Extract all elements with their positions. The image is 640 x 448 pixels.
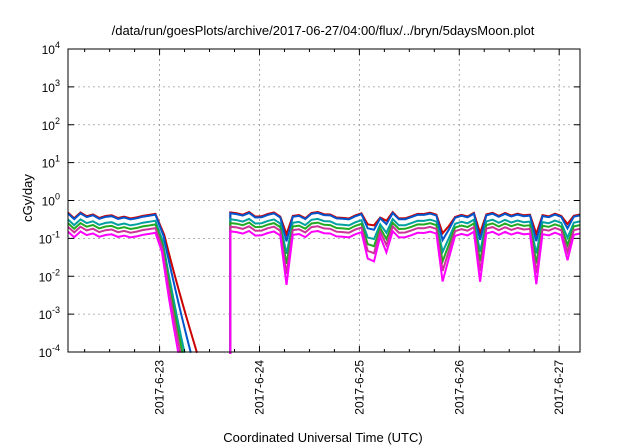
y-tick-label: 10-2: [39, 267, 60, 284]
series-line: [67, 221, 184, 354]
chart-title: /data/run/goesPlots/archive/2017-06-27/0…: [112, 23, 535, 38]
series-line: [229, 229, 581, 354]
y-tick-label: 10-3: [39, 305, 60, 322]
y-tick-label: 102: [42, 116, 60, 133]
series-line: [67, 230, 180, 353]
y-tick-label: 103: [42, 78, 60, 95]
x-tick-label: 2017-6-23: [153, 360, 167, 415]
axes: 10-4 10-3 10-2 10-1 100 101 102 103 104 2017-6-23…: [39, 40, 581, 415]
x-tick-label: 2017-6-24: [252, 360, 266, 415]
series-line: [67, 225, 182, 353]
y-tick-label: 100: [42, 192, 60, 209]
series-line: [229, 217, 581, 354]
y-tick-label: 104: [42, 40, 60, 57]
x-tick-label: 2017-6-27: [552, 360, 566, 415]
series-group: [67, 210, 581, 354]
y-tick-label: 10-1: [39, 229, 60, 246]
series-line: [229, 224, 581, 354]
y-axis-label: cGy/day: [20, 174, 35, 222]
series-line: [67, 212, 192, 354]
x-axis-label: Coordinated Universal Time (UTC): [223, 430, 422, 445]
series-line: [67, 218, 186, 354]
series-line: [229, 211, 581, 354]
plot-frame: [67, 48, 581, 353]
y-tick-label: 10-4: [39, 343, 60, 360]
x-tick-label: 2017-6-26: [452, 360, 466, 415]
x-tick-label: 2017-6-25: [352, 360, 366, 415]
y-tick-label: 101: [42, 154, 60, 171]
grid: [68, 49, 580, 352]
